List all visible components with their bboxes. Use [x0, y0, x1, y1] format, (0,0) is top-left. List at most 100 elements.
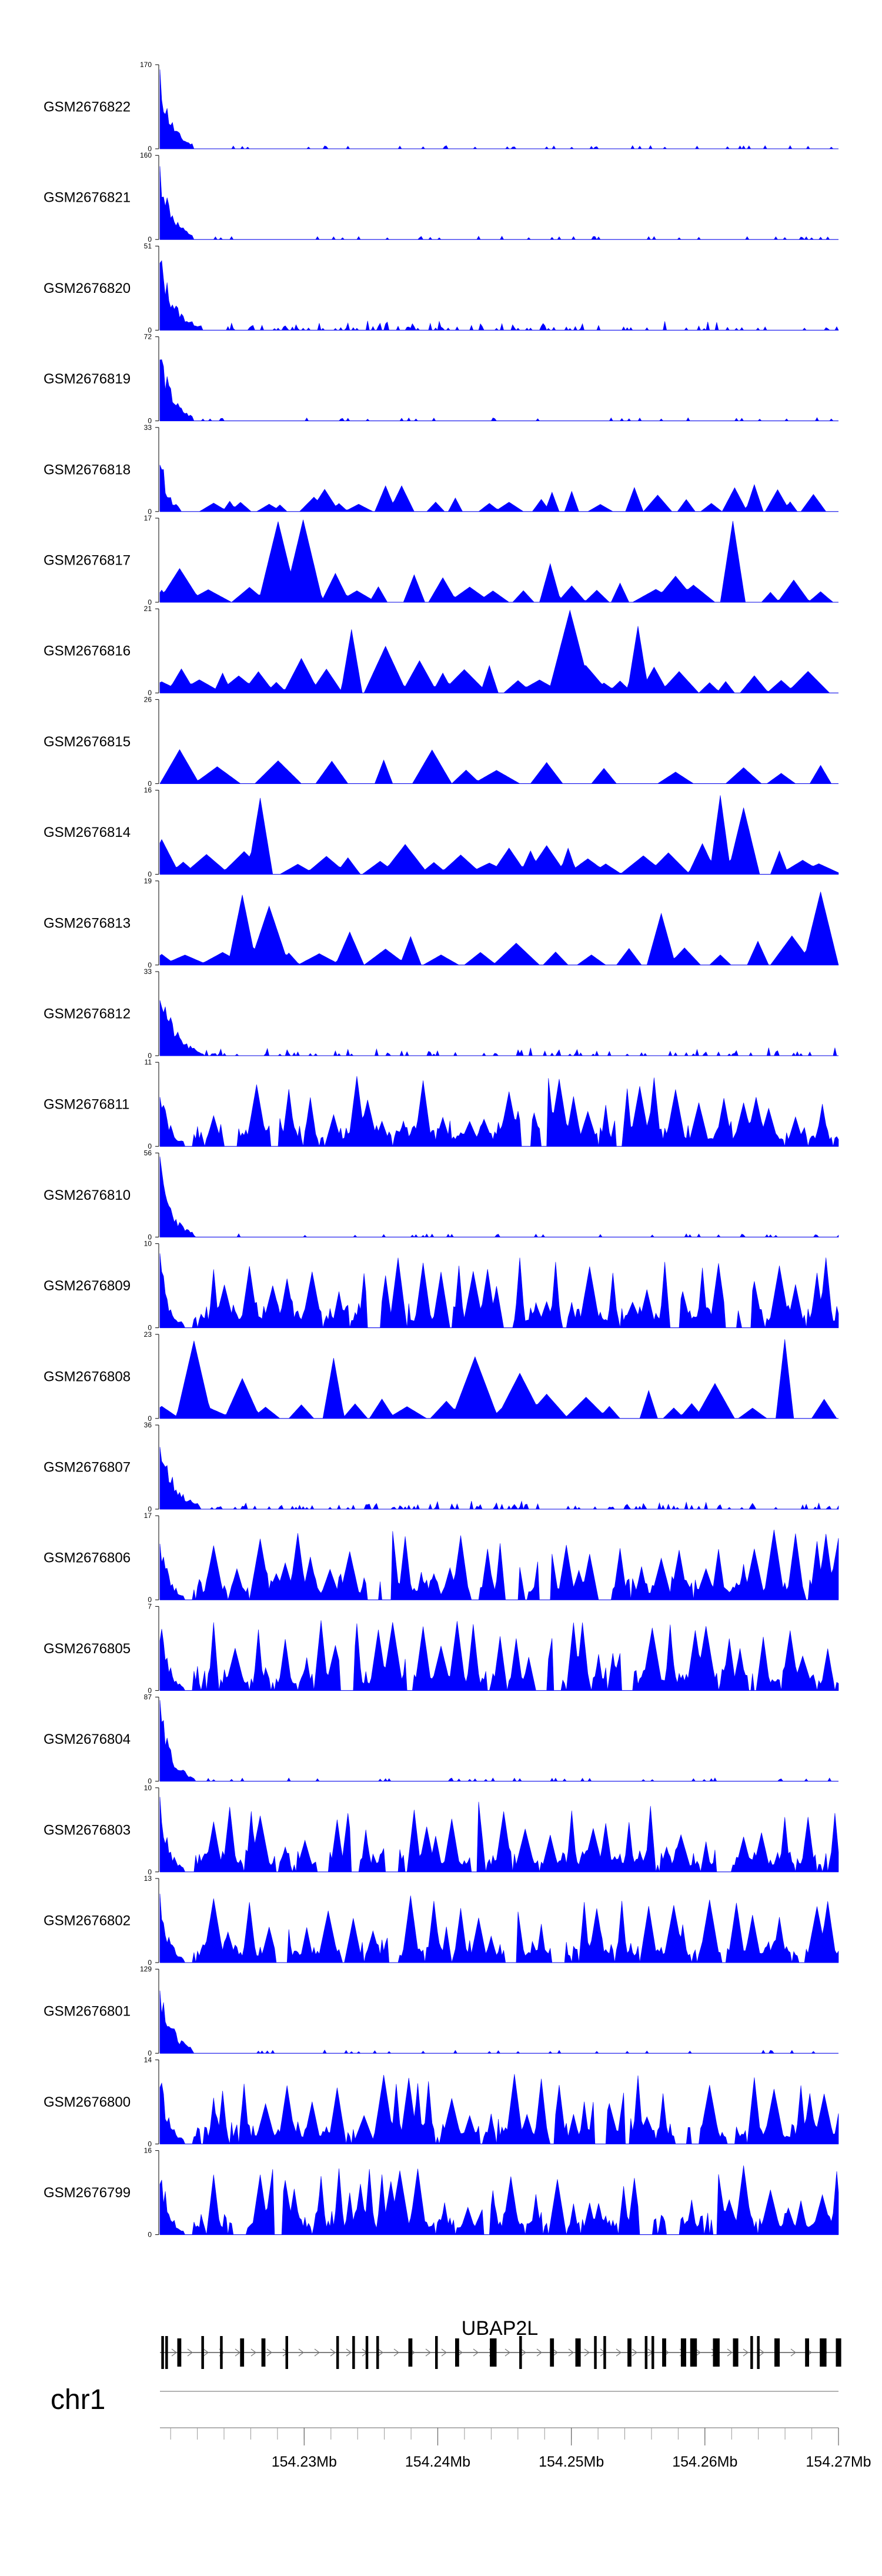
- coverage-track: GSM2676803 10 0: [44, 1784, 839, 1876]
- track-label: GSM2676811: [44, 1097, 129, 1113]
- coverage-track: GSM2676814 16 0: [44, 786, 839, 879]
- y-min-label: 0: [148, 1868, 152, 1876]
- y-min-label: 0: [148, 1686, 152, 1694]
- exon-block: [161, 2336, 164, 2369]
- exon-block: [435, 2336, 438, 2369]
- coverage-track: GSM2676802 13 0: [44, 1874, 839, 1967]
- y-max-label: 16: [144, 2147, 152, 2155]
- exon-block: [750, 2336, 753, 2369]
- exon-block: [644, 2336, 648, 2369]
- exon-block: [352, 2336, 355, 2369]
- y-min-label: 0: [148, 598, 152, 606]
- track-label: GSM2676819: [44, 371, 131, 387]
- y-min-label: 0: [148, 417, 152, 425]
- y-min-label: 0: [148, 779, 152, 788]
- chromosome-label: chr1: [51, 2384, 105, 2415]
- coverage-track: GSM2676809 10 0: [44, 1240, 839, 1332]
- strand-arrow: [759, 2348, 764, 2357]
- exon-block: [519, 2336, 522, 2369]
- y-max-label: 170: [140, 61, 152, 69]
- track-label: GSM2676813: [44, 915, 131, 931]
- axis-tick-label: 154.25Mb: [539, 2454, 604, 2470]
- strand-arrow: [203, 2348, 209, 2357]
- coverage-track: GSM2676810 56 0: [44, 1149, 839, 1241]
- coverage-area: [159, 1797, 839, 1873]
- y-min-label: 0: [148, 1052, 152, 1060]
- coverage-area: [159, 1253, 839, 1328]
- strand-arrow: [505, 2348, 510, 2357]
- strand-arrow: [727, 2348, 733, 2357]
- y-min-label: 0: [148, 1324, 152, 1332]
- strand-arrow: [171, 2348, 177, 2357]
- coverage-track: GSM2676801 129 0: [44, 1965, 838, 2057]
- track-label: GSM2676808: [44, 1369, 131, 1384]
- track-label: GSM2676807: [44, 1460, 131, 1476]
- strand-arrow: [377, 2348, 383, 2357]
- coverage-area: [159, 1156, 839, 1237]
- coverage-track: GSM2676799 16 0: [44, 2147, 839, 2239]
- track-label: GSM2676815: [44, 734, 131, 750]
- track-label: GSM2676809: [44, 1278, 131, 1294]
- track-label: GSM2676820: [44, 281, 131, 296]
- track-label: GSM2676799: [44, 2185, 131, 2201]
- coverage-track: GSM2676817 17 0: [44, 514, 838, 606]
- exon-block: [575, 2338, 581, 2367]
- strand-arrow: [266, 2348, 272, 2357]
- axis-tick-label: 154.24Mb: [405, 2454, 470, 2470]
- track-label: GSM2676818: [44, 462, 131, 478]
- y-max-label: 11: [145, 1058, 152, 1066]
- coverage-track: GSM2676822 170 0: [44, 61, 838, 153]
- strand-arrow: [393, 2348, 399, 2357]
- track-label: GSM2676821: [44, 190, 131, 206]
- coverage-area: [159, 749, 838, 784]
- exon-block: [376, 2336, 379, 2369]
- track-label: GSM2676817: [44, 553, 131, 569]
- strand-arrow: [314, 2348, 320, 2357]
- y-max-label: 36: [144, 1421, 152, 1429]
- strand-arrow: [298, 2348, 304, 2357]
- y-max-label: 14: [144, 2056, 152, 2064]
- y-min-label: 0: [148, 2140, 152, 2148]
- y-min-label: 0: [148, 1142, 152, 1150]
- coverage-area: [159, 2074, 839, 2144]
- strand-arrow: [552, 2348, 558, 2357]
- coverage-area: [159, 1990, 838, 2054]
- exon-block: [285, 2336, 288, 2369]
- y-min-label: 0: [148, 1505, 152, 1513]
- coverage-track: GSM2676815 26 0: [44, 695, 838, 788]
- y-max-label: 51: [144, 242, 152, 250]
- y-min-label: 0: [148, 870, 152, 879]
- strand-arrow: [584, 2348, 590, 2357]
- y-max-label: 33: [144, 423, 152, 432]
- chromosome-axis-track: chr1 154.23Mb 154.24Mb 154.25Mb 154.26Mb 154.…: [51, 2384, 871, 2470]
- exon-block: [261, 2338, 266, 2367]
- coverage-area: [159, 2165, 839, 2235]
- y-min-label: 0: [148, 961, 152, 969]
- exon-block: [627, 2338, 632, 2367]
- y-min-label: 0: [148, 1233, 152, 1241]
- coverage-track: GSM2676813 19 0: [44, 877, 839, 969]
- y-max-label: 72: [144, 333, 152, 341]
- exon-block: [365, 2336, 369, 2369]
- strand-arrow: [520, 2348, 526, 2357]
- y-max-label: 10: [144, 1240, 152, 1248]
- y-min-label: 0: [148, 1958, 152, 1967]
- y-max-label: 17: [144, 1511, 152, 1520]
- axis-tick-label: 154.27Mb: [806, 2454, 871, 2470]
- exon-block: [690, 2338, 697, 2367]
- exon-block: [165, 2336, 168, 2369]
- gene-model-track: UBAP2L: [160, 2317, 841, 2369]
- coverage-area: [159, 795, 839, 875]
- coverage-area: [159, 1529, 839, 1600]
- exon-block: [757, 2336, 760, 2369]
- strand-arrow: [425, 2348, 431, 2357]
- exon-block: [408, 2338, 413, 2367]
- strand-arrow: [346, 2348, 352, 2357]
- track-label: GSM2676805: [44, 1641, 131, 1657]
- y-max-label: 129: [140, 1965, 152, 1973]
- y-max-label: 16: [144, 786, 152, 795]
- coverage-area: [159, 260, 839, 331]
- track-label: GSM2676801: [44, 2004, 131, 2020]
- y-max-label: 26: [144, 695, 152, 703]
